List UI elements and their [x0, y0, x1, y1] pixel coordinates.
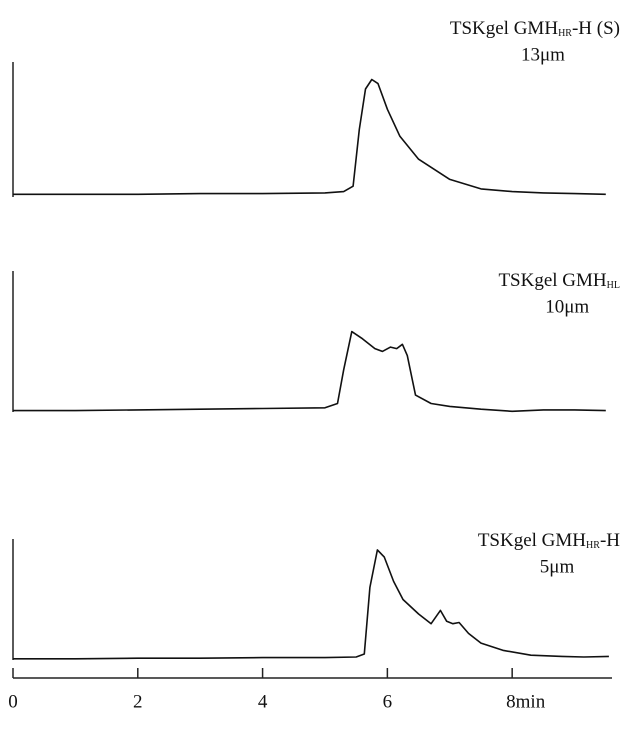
label-subscript: HL: [607, 280, 620, 291]
label-name: TSKgel GMH: [478, 530, 586, 551]
x-tick-label: 2: [133, 691, 143, 712]
x-tick-label: 8min: [506, 691, 546, 712]
label-suffix: -H (S): [572, 18, 620, 39]
trace-sublabel: 5μm: [540, 556, 575, 577]
trace-sublabel: 10μm: [545, 296, 589, 317]
trace-label: TSKgel GMHHR-H: [478, 530, 620, 551]
trace-label: TSKgel GMHHR-H (S): [450, 18, 620, 39]
x-tick-label: 6: [383, 691, 393, 712]
label-suffix: -H: [600, 530, 620, 551]
trace: [13, 549, 609, 660]
x-tick-label: 4: [258, 691, 268, 712]
label-subscript: HR: [558, 28, 572, 39]
label-name: TSKgel GMH: [450, 18, 558, 39]
trace-label: TSKgel GMHHL: [498, 270, 620, 291]
label-name: TSKgel GMH: [498, 270, 606, 291]
label-subscript: HR: [586, 540, 600, 551]
trace-sublabel: 13μm: [521, 44, 565, 65]
trace: [13, 330, 606, 413]
trace: [13, 78, 606, 196]
x-tick-label: 0: [8, 691, 18, 712]
